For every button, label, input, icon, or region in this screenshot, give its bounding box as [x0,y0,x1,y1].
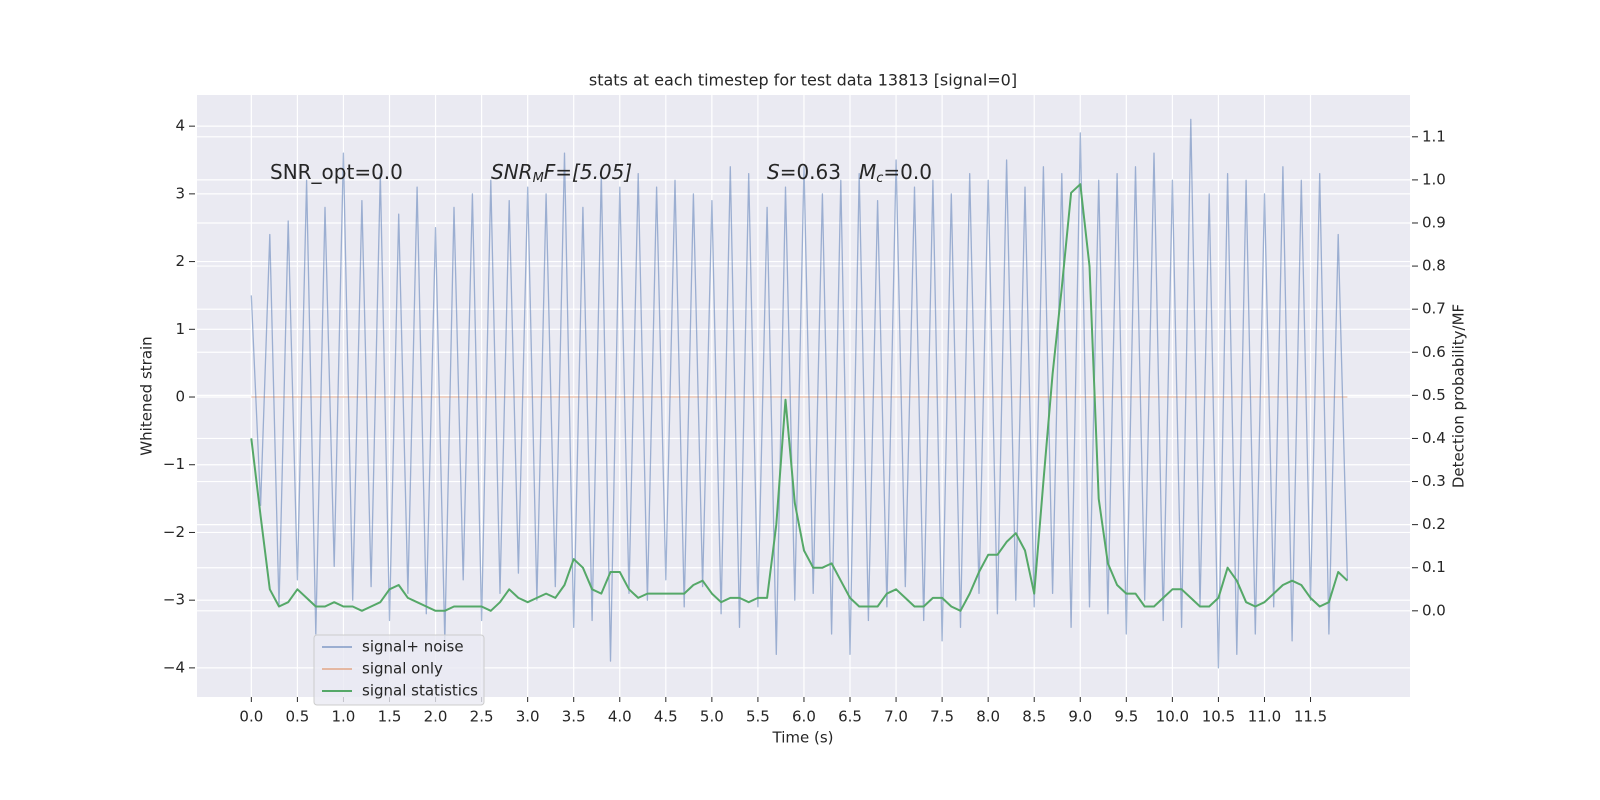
x-tick-label: 5.5 [746,708,770,726]
y2-tick-label: 0.8 [1422,257,1446,275]
x-tick-label: 6.0 [792,708,816,726]
y-tick-label: −1 [163,455,185,473]
x-tick-label: 10.0 [1156,708,1189,726]
x-tick-label: 9.0 [1068,708,1092,726]
annotation-text: S [767,160,780,184]
y2-tick-label: 0.1 [1422,558,1446,576]
annotation-text: SNR [491,160,533,184]
series-line [250,183,1349,612]
legend-label: signal statistics [362,682,478,700]
y-tick-label: 3 [175,184,185,202]
x-tick-label: 2.0 [424,708,448,726]
annotation: S=0.63 [767,160,841,184]
y2-tick-label: 0.9 [1422,213,1446,231]
x-tick-label: 8.0 [976,708,1000,726]
x-tick-label: 3.0 [516,708,540,726]
y-tick-label: 0 [175,388,185,406]
y2-axis-label: Detection probability/MF [1450,304,1468,488]
y2-tick-label: 0.6 [1422,343,1446,361]
y2-tick-label: 0.5 [1422,386,1446,404]
annotation-subscript: M [533,171,544,186]
y2-tick-label: 0.0 [1422,601,1446,619]
annotation: SNRMF=[5.05] [491,160,632,186]
x-tick-label: 3.5 [562,708,586,726]
annotation: SNR_opt=0.0 [270,160,403,184]
y-tick-label: −2 [163,523,185,541]
x-tick-label: 8.5 [1022,708,1046,726]
x-tick-label: 0.5 [285,708,309,726]
y2-tick-label: 0.3 [1422,472,1446,490]
x-tick-label: 10.5 [1202,708,1235,726]
annotation-text: =0.0 [883,160,932,184]
chart-title: stats at each timestep for test data 138… [589,71,1017,90]
annotation-text: M [859,160,876,184]
x-tick-label: 4.5 [654,708,678,726]
y-tick-label: 4 [175,117,185,135]
y2-tick-label: 0.4 [1422,429,1446,447]
y2-tick-label: 1.0 [1422,170,1446,188]
legend-label: signal+ noise [362,638,464,656]
x-tick-label: 1.5 [378,708,402,726]
legend-label: signal only [362,660,443,678]
annotation-text: F=[5.05] [544,160,632,184]
annotation-text: SNR_opt=0.0 [270,160,403,184]
x-tick-label: 5.0 [700,708,724,726]
y2-tick-label: 0.2 [1422,515,1446,533]
x-tick-label: 9.5 [1114,708,1138,726]
y2-tick-label: 1.1 [1422,127,1446,145]
legend-box [313,634,485,706]
y2-tick-label: 0.7 [1422,300,1446,318]
annotation-text: =0.63 [780,160,841,184]
series-line [250,118,1349,669]
annotation-subscript: c [876,171,883,186]
annotation: Mc=0.0 [859,160,932,186]
x-axis-label: Time (s) [772,729,834,747]
x-tick-label: 11.0 [1248,708,1281,726]
y-tick-label: −4 [163,658,185,676]
x-tick-label: 4.0 [608,708,632,726]
x-tick-label: 2.5 [470,708,494,726]
y-tick-label: 2 [175,252,185,270]
x-tick-label: 1.0 [332,708,356,726]
x-tick-label: 7.0 [884,708,908,726]
y-axis-label: Whitened strain [138,336,156,455]
x-tick-label: 6.5 [838,708,862,726]
x-tick-label: 11.5 [1294,708,1327,726]
x-tick-label: 7.5 [930,708,954,726]
y-tick-label: 1 [175,320,185,338]
x-tick-label: 0.0 [239,708,263,726]
y-tick-label: −3 [163,591,185,609]
